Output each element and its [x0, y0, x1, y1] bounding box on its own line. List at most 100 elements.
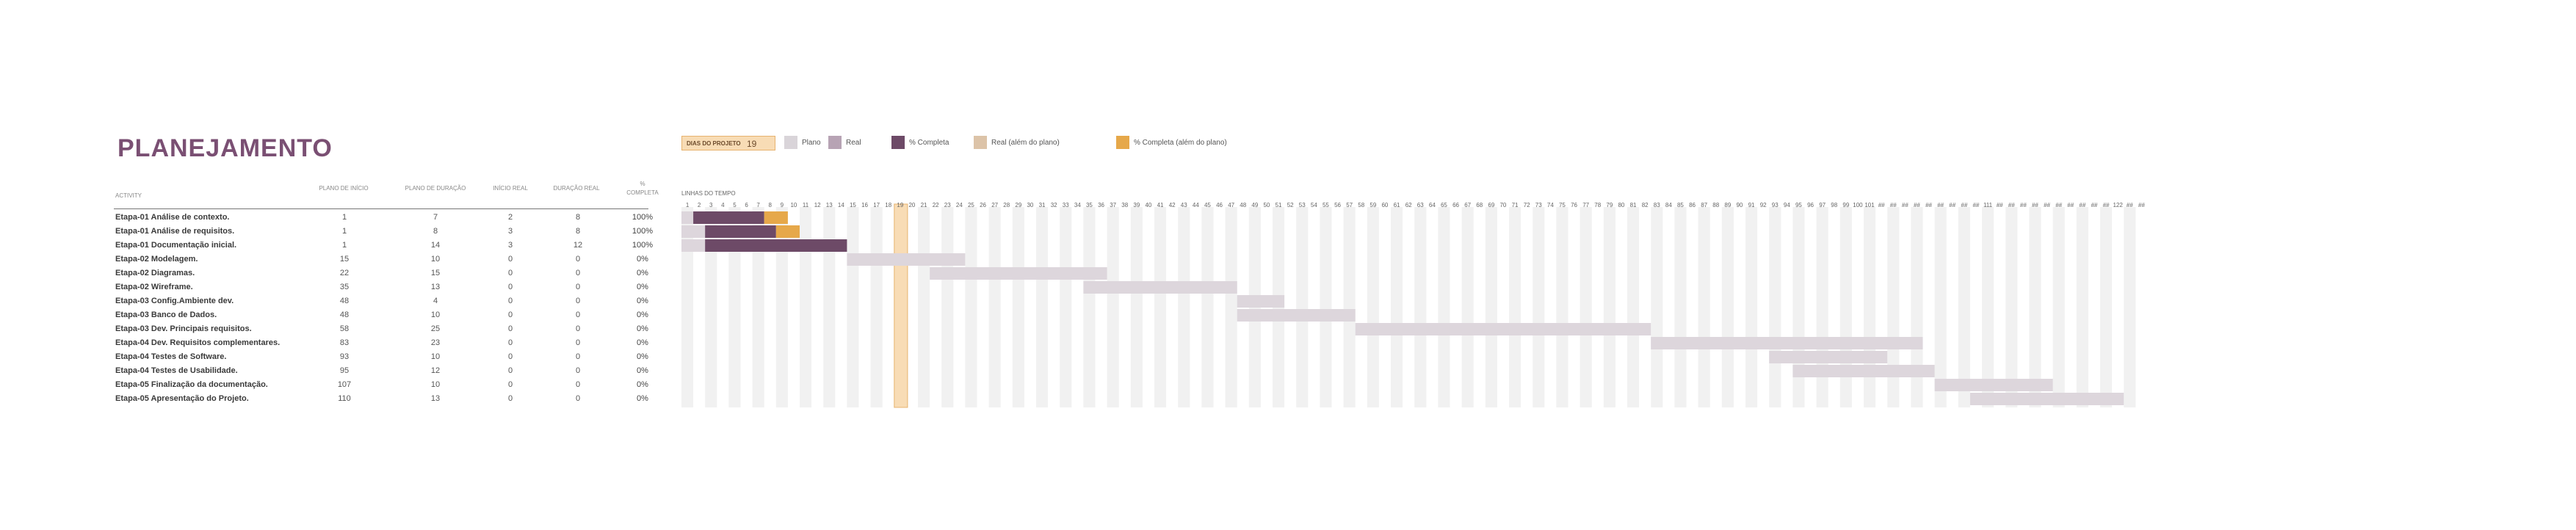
percent-complete-cell[interactable]: 0% — [637, 311, 648, 319]
activity-name[interactable]: Etapa-05 Finalização da documentação. — [115, 380, 268, 389]
plan-start-cell[interactable]: 48 — [339, 311, 350, 319]
actual-duration-cell[interactable]: 0 — [575, 255, 581, 264]
activity-name[interactable]: Etapa-04 Testes de Usabilidade. — [115, 366, 238, 375]
plan-start-cell[interactable]: 83 — [339, 338, 350, 347]
percent-complete-cell[interactable]: 0% — [637, 352, 648, 361]
actual-duration-cell[interactable]: 0 — [575, 269, 581, 277]
project-days-value[interactable]: 19 — [747, 139, 757, 149]
activity-name[interactable]: Etapa-03 Config.Ambiente dev. — [115, 297, 234, 305]
actual-start-cell[interactable]: 0 — [507, 255, 513, 264]
day-label: ## — [1890, 202, 1897, 208]
day-column — [728, 207, 741, 407]
day-label: 76 — [1571, 202, 1577, 208]
plan-duration-cell[interactable]: 8 — [433, 227, 438, 236]
actual-start-cell[interactable]: 0 — [507, 311, 513, 319]
plan-duration-cell[interactable]: 10 — [430, 255, 441, 264]
percent-complete-cell[interactable]: 0% — [637, 366, 648, 375]
plan-start-cell[interactable]: 1 — [341, 227, 347, 236]
activity-name[interactable]: Etapa-02 Diagramas. — [115, 269, 195, 277]
plan-duration-cell[interactable]: 12 — [430, 366, 441, 375]
activity-name[interactable]: Etapa-03 Banco de Dados. — [115, 311, 217, 319]
plan-duration-cell[interactable]: 13 — [430, 394, 441, 403]
plan-start-cell[interactable]: 93 — [339, 352, 350, 361]
activity-name[interactable]: Etapa-04 Dev. Requisitos complementares. — [115, 338, 281, 347]
actual-duration-cell[interactable]: 12 — [573, 241, 583, 250]
plan-start-cell[interactable]: 58 — [339, 324, 350, 333]
actual-duration-cell[interactable]: 0 — [575, 283, 581, 291]
actual-start-cell[interactable]: 2 — [507, 213, 513, 222]
plan-duration-cell[interactable]: 23 — [430, 338, 441, 347]
plan-duration-cell[interactable]: 10 — [430, 311, 441, 319]
actual-start-cell[interactable]: 0 — [507, 324, 513, 333]
activity-name[interactable]: Etapa-03 Dev. Principais requisitos. — [115, 324, 252, 333]
plan-start-cell[interactable]: 1 — [341, 213, 347, 222]
activity-name[interactable]: Etapa-01 Análise de contexto. — [115, 213, 230, 222]
day-label: ## — [1914, 202, 1920, 208]
day-label: 68 — [1476, 202, 1483, 208]
plan-start-cell[interactable]: 15 — [339, 255, 350, 264]
percent-complete-cell[interactable]: 0% — [637, 380, 648, 389]
actual-start-cell[interactable]: 0 — [507, 283, 513, 291]
actual-start-cell[interactable]: 0 — [507, 394, 513, 403]
activity-name[interactable]: Etapa-04 Testes de Software. — [115, 352, 227, 361]
plan-duration-cell[interactable]: 10 — [430, 380, 441, 389]
day-label: 35 — [1086, 202, 1093, 208]
day-column — [1154, 207, 1167, 407]
plan-duration-cell[interactable]: 13 — [430, 283, 441, 291]
plan-start-cell[interactable]: 95 — [339, 366, 350, 375]
percent-complete-cell[interactable]: 0% — [637, 394, 648, 403]
percent-complete-cell[interactable]: 0% — [637, 338, 648, 347]
plan-start-cell[interactable]: 48 — [339, 297, 350, 305]
actual-start-cell[interactable]: 0 — [507, 380, 513, 389]
percent-complete-cell[interactable]: 0% — [637, 255, 648, 264]
plan-duration-cell[interactable]: 10 — [430, 352, 441, 361]
percent-complete-cell[interactable]: 0% — [637, 324, 648, 333]
day-label: 53 — [1299, 202, 1306, 208]
plan-start-cell[interactable]: 1 — [341, 241, 347, 250]
percent-complete-cell[interactable]: 0% — [637, 297, 648, 305]
actual-duration-cell[interactable]: 8 — [575, 227, 581, 236]
plan-start-cell[interactable]: 107 — [337, 380, 352, 389]
plan-start-cell[interactable]: 35 — [339, 283, 350, 291]
plan-duration-cell[interactable]: 15 — [430, 269, 441, 277]
activity-name[interactable]: Etapa-05 Apresentação do Projeto. — [115, 394, 249, 403]
activity-name[interactable]: Etapa-02 Wireframe. — [115, 283, 193, 291]
percent-complete-cell[interactable]: 100% — [632, 213, 654, 222]
percent-complete-cell[interactable]: 0% — [637, 283, 648, 291]
actual-duration-cell[interactable]: 0 — [575, 324, 581, 333]
day-label: 65 — [1441, 202, 1447, 208]
actual-duration-cell[interactable]: 0 — [575, 366, 581, 375]
plan-start-cell[interactable]: 110 — [338, 394, 351, 403]
actual-start-cell[interactable]: 0 — [507, 338, 513, 347]
plan-duration-cell[interactable]: 7 — [433, 213, 438, 222]
actual-duration-cell[interactable]: 8 — [575, 213, 581, 222]
percent-complete-cell[interactable]: 100% — [632, 227, 654, 236]
activity-name[interactable]: Etapa-02 Modelagem. — [115, 255, 198, 264]
actual-duration-cell[interactable]: 0 — [575, 297, 581, 305]
activity-name[interactable]: Etapa-01 Análise de requisitos. — [115, 227, 235, 236]
activity-name[interactable]: Etapa-01 Documentação inicial. — [115, 241, 237, 250]
percent-complete-cell[interactable]: 0% — [637, 269, 648, 277]
actual-start-cell[interactable]: 0 — [507, 366, 513, 375]
percent-complete-cell[interactable]: 100% — [632, 241, 654, 250]
actual-start-cell[interactable]: 3 — [507, 241, 513, 250]
day-label: ## — [2103, 202, 2110, 208]
day-column — [1911, 207, 1923, 407]
actual-start-cell[interactable]: 3 — [507, 227, 513, 236]
header-duracao-real: DURAÇÃO REAL — [553, 185, 600, 192]
actual-duration-cell[interactable]: 0 — [575, 394, 581, 403]
plan-start-cell[interactable]: 22 — [339, 269, 350, 277]
actual-start-cell[interactable]: 0 — [507, 352, 513, 361]
day-label: 8 — [769, 202, 773, 208]
plan-duration-cell[interactable]: 25 — [430, 324, 441, 333]
actual-duration-cell[interactable]: 0 — [575, 352, 581, 361]
day-label: 31 — [1039, 202, 1046, 208]
actual-duration-cell[interactable]: 0 — [575, 311, 581, 319]
plan-duration-cell[interactable]: 4 — [433, 297, 438, 305]
actual-start-cell[interactable]: 0 — [507, 269, 513, 277]
actual-start-cell[interactable]: 0 — [507, 297, 513, 305]
actual-duration-cell[interactable]: 0 — [575, 380, 581, 389]
project-days-box[interactable]: DIAS DO PROJETO 19 — [681, 136, 775, 150]
plan-duration-cell[interactable]: 14 — [430, 241, 441, 250]
actual-duration-cell[interactable]: 0 — [575, 338, 581, 347]
